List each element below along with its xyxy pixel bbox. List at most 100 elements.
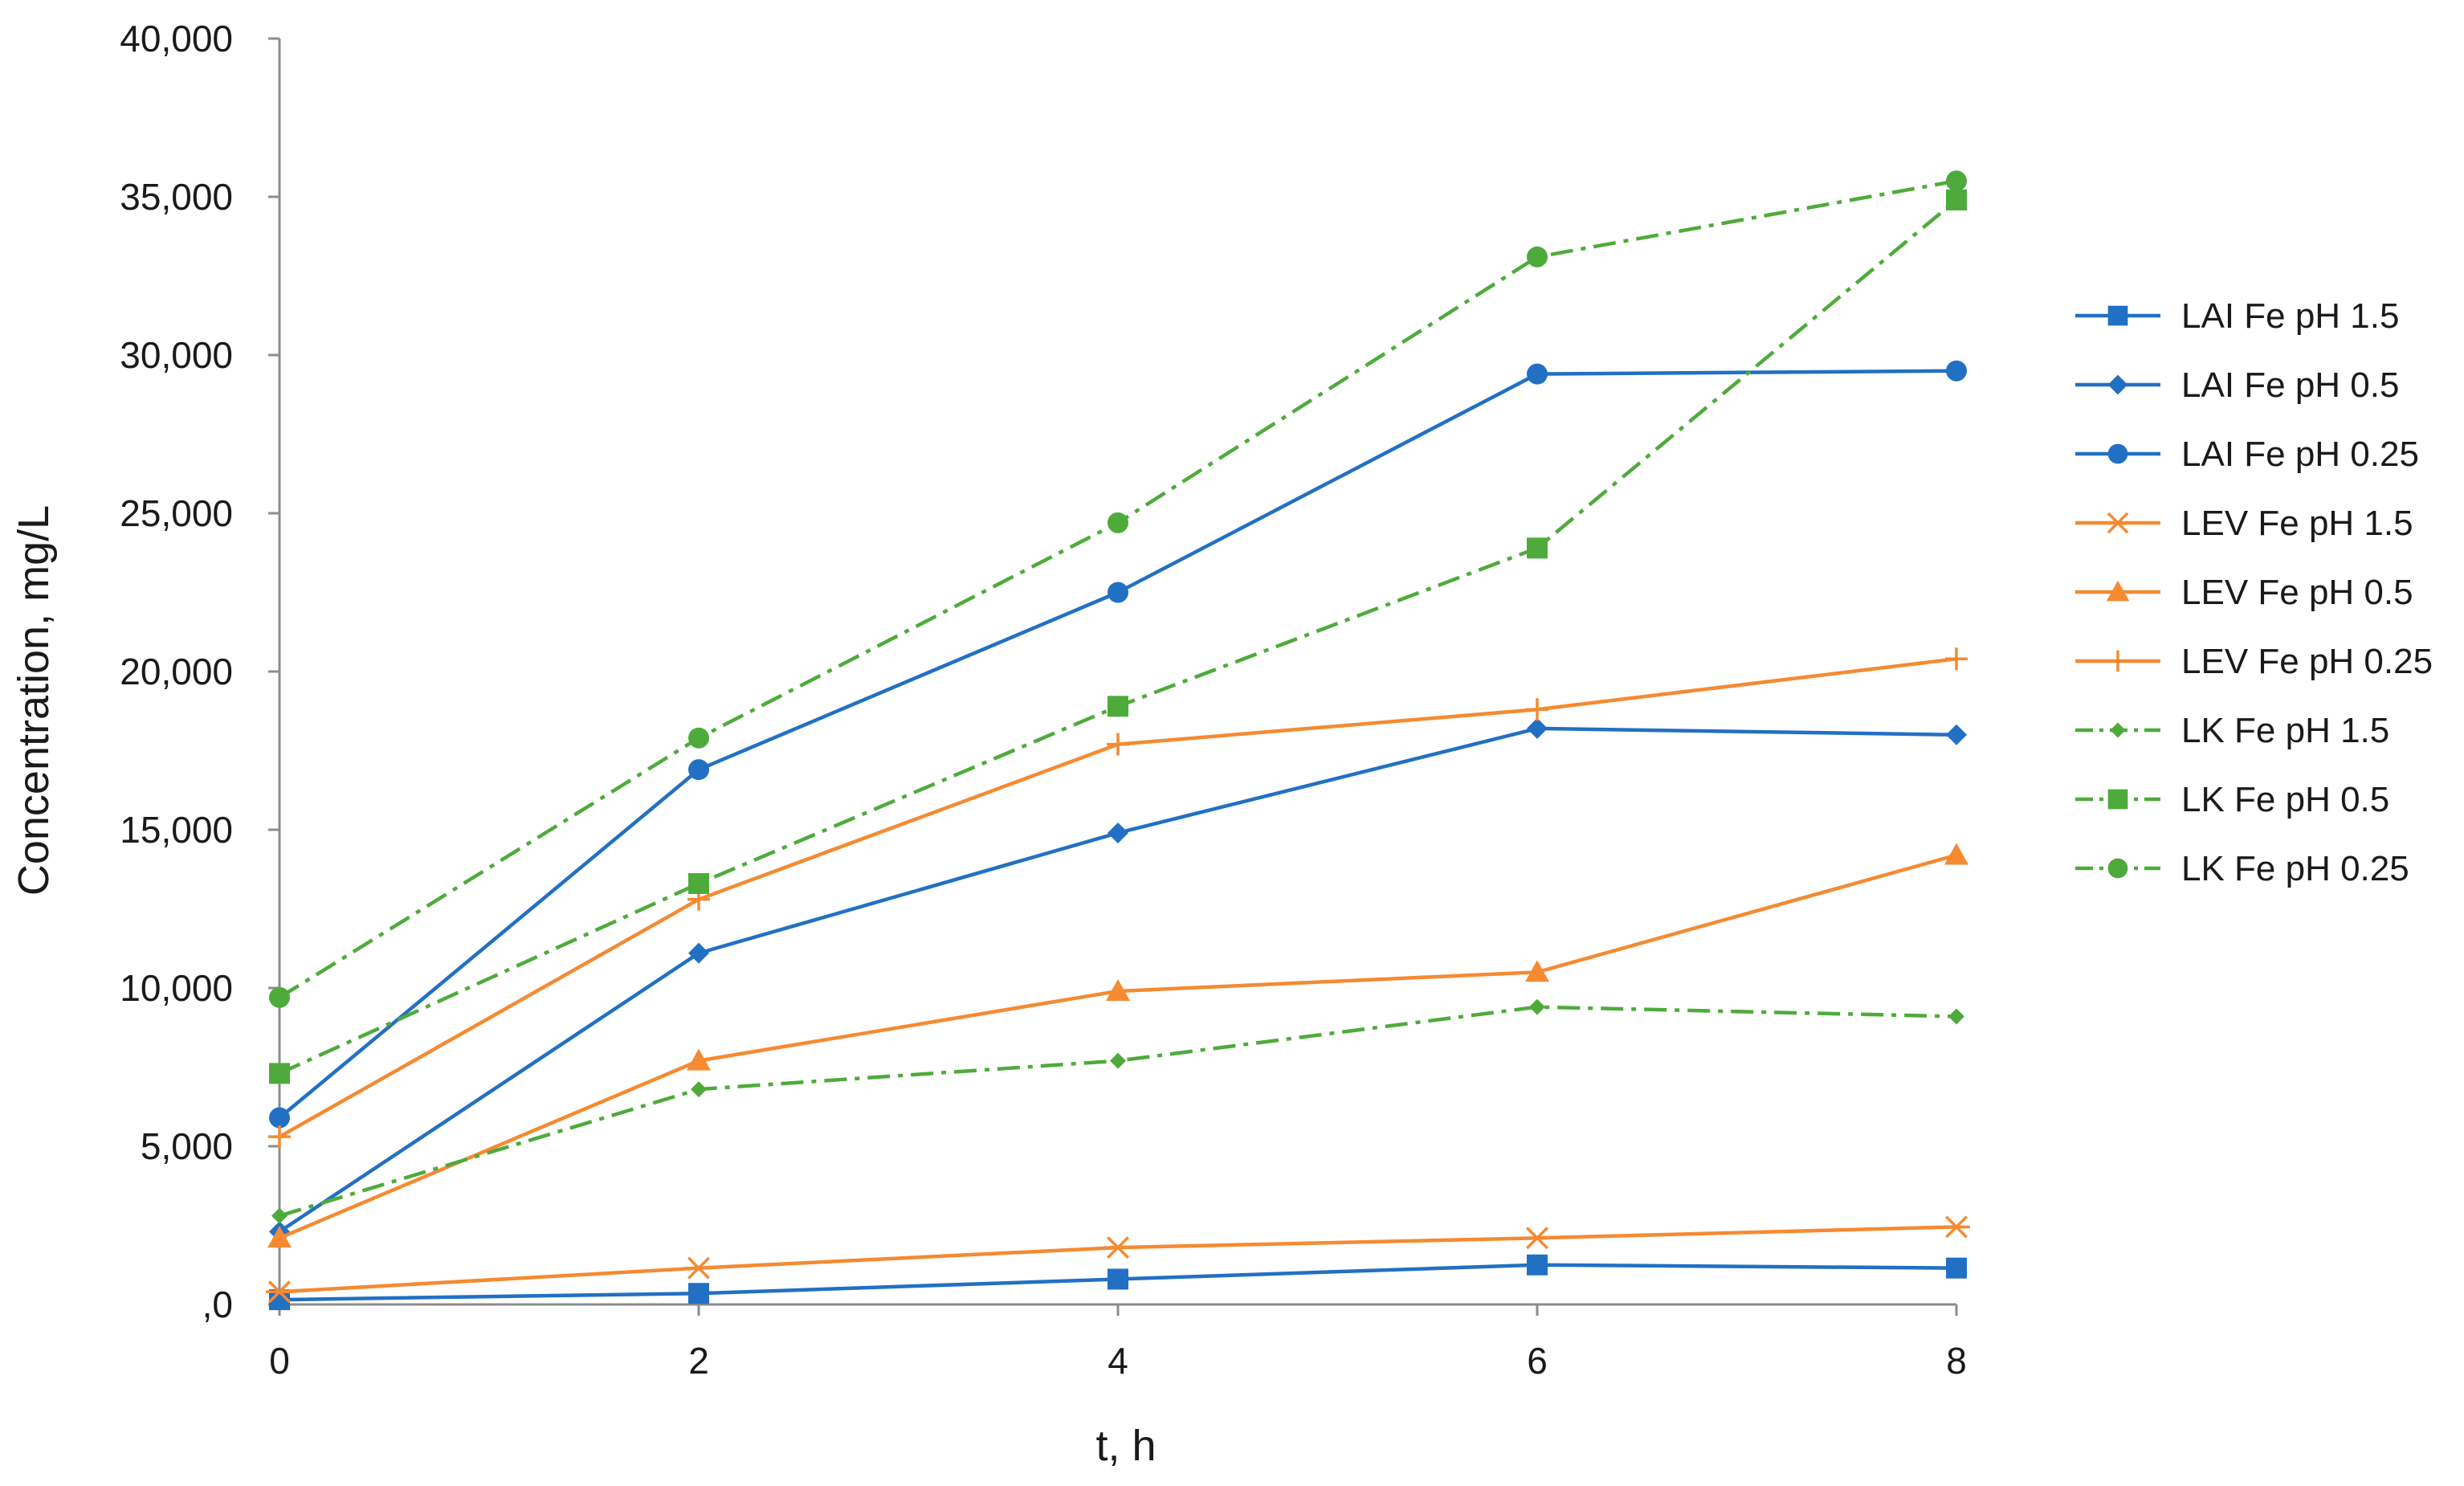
series-lev-fe-ph-0-5 [267,843,1968,1248]
data-point [1108,696,1128,717]
data-point [691,1081,707,1098]
data-point [1108,1268,1128,1290]
series-lk-fe-ph-0-5 [269,189,1967,1084]
x-tick-label: 0 [269,1340,290,1382]
legend-entry: LK Fe pH 0.5 [2075,780,2389,819]
data-point [685,1256,712,1280]
data-point [266,1280,293,1304]
y-tick-label: 30,000 [120,334,233,376]
data-point [688,942,709,964]
data-point [2106,580,2130,602]
legend-label: LAI Fe pH 0.25 [2181,435,2419,474]
y-axis-title: Concentration, mg/L [10,505,58,896]
legend-entry: LAI Fe pH 0.25 [2075,435,2419,474]
series-lai-fe-ph-0-25 [269,360,1967,1129]
data-point [269,986,290,1008]
data-point [1110,1052,1126,1069]
data-point [1946,724,1967,745]
x-tick-label: 4 [1108,1340,1128,1382]
series-line [279,1005,1957,1218]
data-point [1946,170,1967,192]
ticks: ,0 5,000 10,000 15,000 20,000 25,000 30,000 35,… [120,18,1967,1382]
y-tick-label: ,0 [202,1284,233,1325]
series-lai-fe-ph-0-5 [269,717,1967,1243]
data-point [1107,733,1129,756]
x-tick-label: 8 [1946,1340,1967,1382]
legend-label: LEV Fe pH 1.5 [2181,504,2413,543]
data-point [267,1226,292,1248]
data-point [1108,582,1128,603]
data-point [1944,843,1968,865]
series-lev-fe-ph-1-5 [266,1215,1970,1304]
series-lev-fe-ph-0-25 [268,647,1968,1149]
data-point [1104,1236,1132,1259]
data-point [269,1063,290,1084]
data-point [2107,374,2128,395]
data-point [1527,717,1548,739]
data-point [1946,360,1967,382]
y-tick-label: 20,000 [120,651,233,692]
y-tick-label: 35,000 [120,176,233,218]
data-point [1527,537,1548,559]
legend-label: LK Fe pH 0.25 [2181,849,2409,888]
series-lk-fe-ph-1-5 [271,998,1964,1224]
legend-label: LAI Fe pH 0.5 [2181,365,2399,405]
series-lines [266,170,1970,1311]
x-axis-title: t, h [1095,1422,1156,1470]
data-point [1527,363,1548,385]
legend-label: LK Fe pH 0.5 [2181,780,2389,819]
data-point [2107,443,2128,464]
legend-entry: LEV Fe pH 0.25 [2075,642,2433,681]
legend-entry: LK Fe pH 0.25 [2075,849,2409,888]
data-point [687,1048,711,1071]
data-point [688,872,709,894]
x-tick-label: 2 [688,1340,709,1382]
data-point [1943,1215,1970,1239]
data-point [1524,1227,1551,1250]
legend-label: LAI Fe pH 1.5 [2181,296,2399,336]
legend: LAI Fe pH 1.5 LAI Fe pH 0.5 LAI Fe pH 0.25… [2075,296,2433,888]
data-point [1108,512,1128,533]
data-point [271,1207,288,1224]
data-point [1946,189,1967,210]
data-point [1948,1008,1964,1025]
data-point [1106,978,1130,1001]
legend-label: LK Fe pH 1.5 [2181,711,2389,750]
y-tick-label: 10,000 [120,967,233,1009]
data-point [1526,698,1548,721]
data-point [688,759,709,781]
data-point [688,1283,709,1304]
data-point [2104,512,2132,534]
data-point [1108,822,1128,843]
data-point [2107,789,2128,810]
legend-label: LEV Fe pH 0.25 [2181,642,2433,681]
series-lk-fe-ph-0-25 [269,170,1967,1008]
data-point [269,1107,290,1129]
series-line [279,198,1958,1076]
y-tick-label: 40,000 [120,18,233,59]
data-point [2107,858,2128,879]
data-point [2107,305,2128,326]
data-point [1946,1257,1967,1279]
data-point [688,727,709,749]
axes [278,39,1956,1306]
legend-entry: LK Fe pH 1.5 [2075,711,2389,750]
series-lai-fe-ph-1-5 [269,1254,1967,1311]
y-tick-label: 25,000 [120,492,233,534]
legend-entry: LAI Fe pH 0.5 [2075,365,2399,405]
data-point [2110,722,2126,738]
data-point [1527,1254,1548,1276]
series-line [279,853,1957,1240]
y-tick-label: 5,000 [141,1125,233,1167]
data-point [268,1125,291,1149]
legend-entry: LEV Fe pH 0.5 [2075,573,2413,612]
legend-entry: LEV Fe pH 1.5 [2075,504,2413,543]
legend-entry: LAI Fe pH 1.5 [2075,296,2399,336]
x-tick-label: 6 [1527,1340,1548,1382]
legend-label: LEV Fe pH 0.5 [2181,573,2413,612]
data-point [1527,246,1548,267]
y-tick-label: 15,000 [120,809,233,851]
data-point [1945,647,1968,671]
